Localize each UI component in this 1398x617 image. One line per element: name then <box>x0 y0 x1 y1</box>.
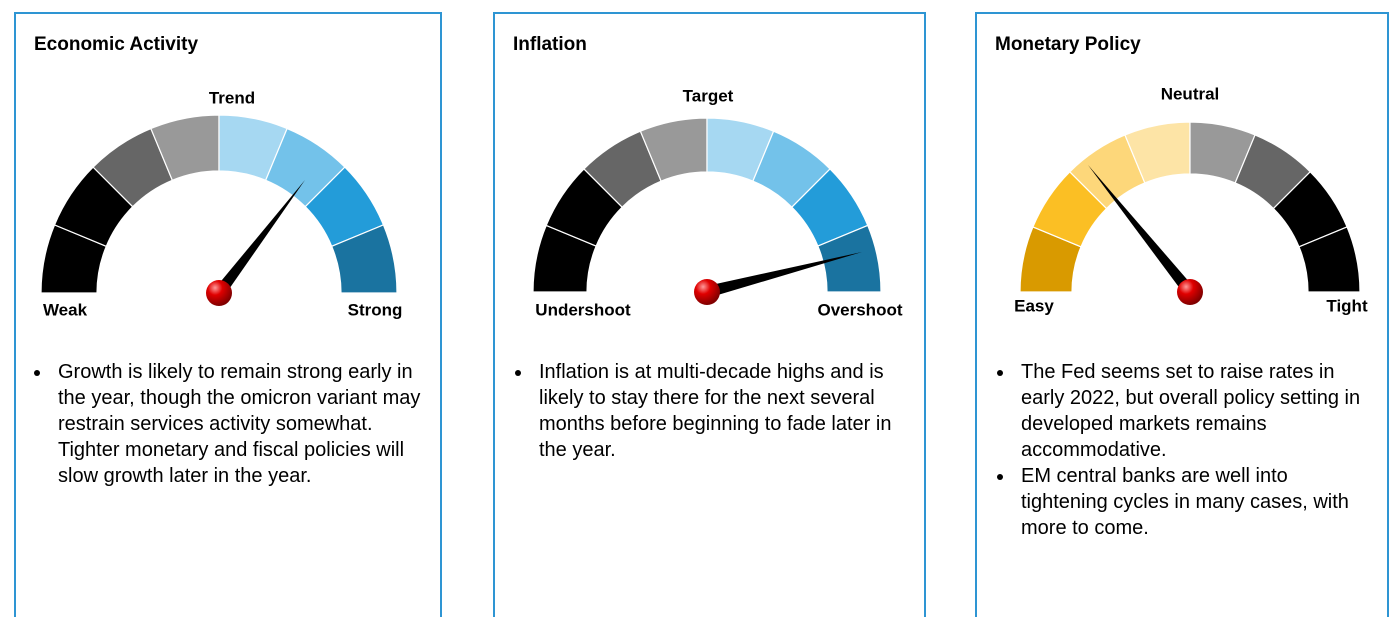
gauge-top-label: Neutral <box>1161 84 1220 103</box>
panel-title: Monetary Policy <box>995 34 1141 55</box>
panel: Economic Activity Growth is likely to rem… <box>14 12 442 617</box>
bullet-list: The Fed seems set to raise rates in earl… <box>985 359 1375 541</box>
gauge-top-label: Target <box>683 86 734 105</box>
gauge-left-label: Easy <box>1014 296 1054 315</box>
gauge-segment <box>817 224 882 293</box>
gauge-right-label: Overshoot <box>817 300 902 319</box>
needle <box>1088 165 1195 296</box>
panel-title: Inflation <box>513 34 587 55</box>
bullet: Growth is likely to remain strong early … <box>52 359 427 489</box>
gauge-top-label: Trend <box>209 88 255 107</box>
needle <box>214 180 305 297</box>
gauge-right-label: Strong <box>348 300 403 319</box>
bullet: Inflation is at multi-decade highs and i… <box>533 359 908 463</box>
gauge-segment <box>1298 226 1361 293</box>
bullet: EM central banks are well into tightenin… <box>1015 463 1375 541</box>
gauge-segment <box>330 224 398 294</box>
gauge-left-label: Undershoot <box>535 300 631 319</box>
panel: Monetary Policy The Fed seems set to rais… <box>975 12 1389 617</box>
needle-pivot <box>1177 279 1203 305</box>
needle-pivot <box>694 279 720 305</box>
panel-title: Economic Activity <box>34 34 199 55</box>
needle-pivot <box>206 280 232 306</box>
bullet-list: Inflation is at multi-decade highs and i… <box>503 359 908 463</box>
gauge-right-label: Tight <box>1326 296 1368 315</box>
panel: Inflation Inflation is at multi-decade hi… <box>493 12 926 617</box>
bullet: The Fed seems set to raise rates in earl… <box>1015 359 1375 463</box>
needle <box>705 252 862 298</box>
gauge-left-label: Weak <box>43 300 88 319</box>
bullet-list: Growth is likely to remain strong early … <box>22 359 427 489</box>
